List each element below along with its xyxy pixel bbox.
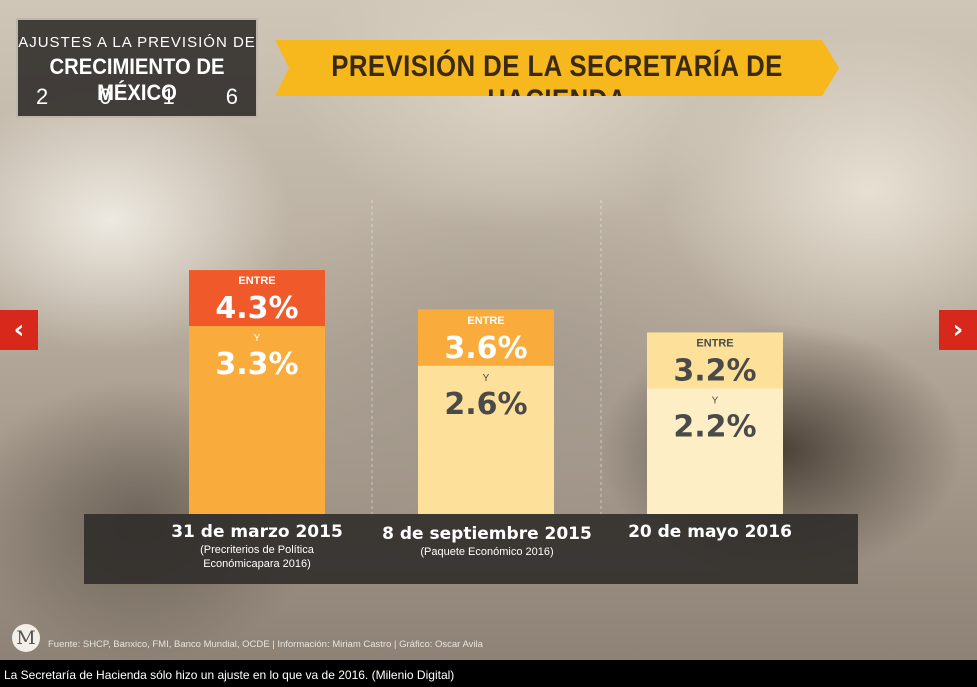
category-label: 8 de septiembre 2015: [382, 524, 592, 544]
and-label: Y: [483, 373, 490, 384]
bar-upper-bound: [418, 309, 554, 366]
between-label: ENTRE: [238, 275, 275, 287]
category-sublabel: Económicapara 2016): [203, 558, 311, 570]
year-digit: 1: [162, 84, 175, 109]
image-caption: La Secretaría de Hacienda sólo hizo un a…: [4, 668, 455, 682]
bar-upper-bound: [189, 270, 325, 327]
between-label: ENTRE: [696, 337, 733, 349]
milenio-logo: M: [12, 624, 40, 652]
upper-value-label: 3.6%: [444, 331, 527, 366]
series-title-line2: CRECIMIENTO DE MÉXICO: [49, 54, 225, 105]
x-axis-panel: [84, 514, 858, 584]
caption-bar: La Secretaría de Hacienda sólo hizo un a…: [0, 660, 977, 687]
and-label: Y: [254, 333, 261, 344]
category-sublabel: (Precriterios de Política: [200, 544, 315, 556]
lower-value-label: 3.3%: [215, 347, 298, 382]
category-label: 31 de marzo 2015: [171, 522, 343, 542]
series-title-box: AJUSTES A LA PREVISIÓN DE CRECIMIENTO DE…: [16, 18, 258, 118]
source-credit: Fuente: SHCP, Banxico, FMI, Banco Mundia…: [48, 639, 483, 650]
category-label: 20 de mayo 2016: [628, 522, 792, 542]
title-banner: PREVISIÓN DE LA SECRETARÍA DE HACIENDA: [275, 40, 839, 96]
and-label: Y: [712, 395, 719, 406]
category-sublabel: (Paquete Económico 2016): [420, 546, 553, 558]
upper-value-label: 3.2%: [673, 353, 756, 388]
chevron-right-icon: ›: [952, 315, 964, 345]
series-title-year: 2 0 1 6: [36, 84, 238, 110]
series-title-line1: AJUSTES A LA PREVISIÓN DE: [18, 34, 256, 51]
lower-value-label: 2.6%: [444, 387, 527, 422]
chevron-left-icon: ‹: [13, 315, 25, 345]
upper-value-label: 4.3%: [215, 291, 298, 326]
infographic-stage: AJUSTES A LA PREVISIÓN DE CRECIMIENTO DE…: [0, 0, 977, 660]
year-digit: 0: [99, 84, 112, 109]
lower-value-label: 2.2%: [673, 409, 756, 444]
year-digit: 2: [36, 84, 49, 109]
chart-title: PREVISIÓN DE LA SECRETARÍA DE HACIENDA: [331, 50, 783, 117]
between-label: ENTRE: [467, 315, 504, 327]
bar-chart: ENTRE 4.3% Y 3.3% 31 de marzo 2015 (Precriter…: [84, 200, 858, 584]
prev-slide-button[interactable]: ‹: [0, 310, 38, 350]
bar-upper-bound: [647, 332, 783, 389]
next-slide-button[interactable]: ›: [939, 310, 977, 350]
year-digit: 6: [225, 84, 238, 109]
